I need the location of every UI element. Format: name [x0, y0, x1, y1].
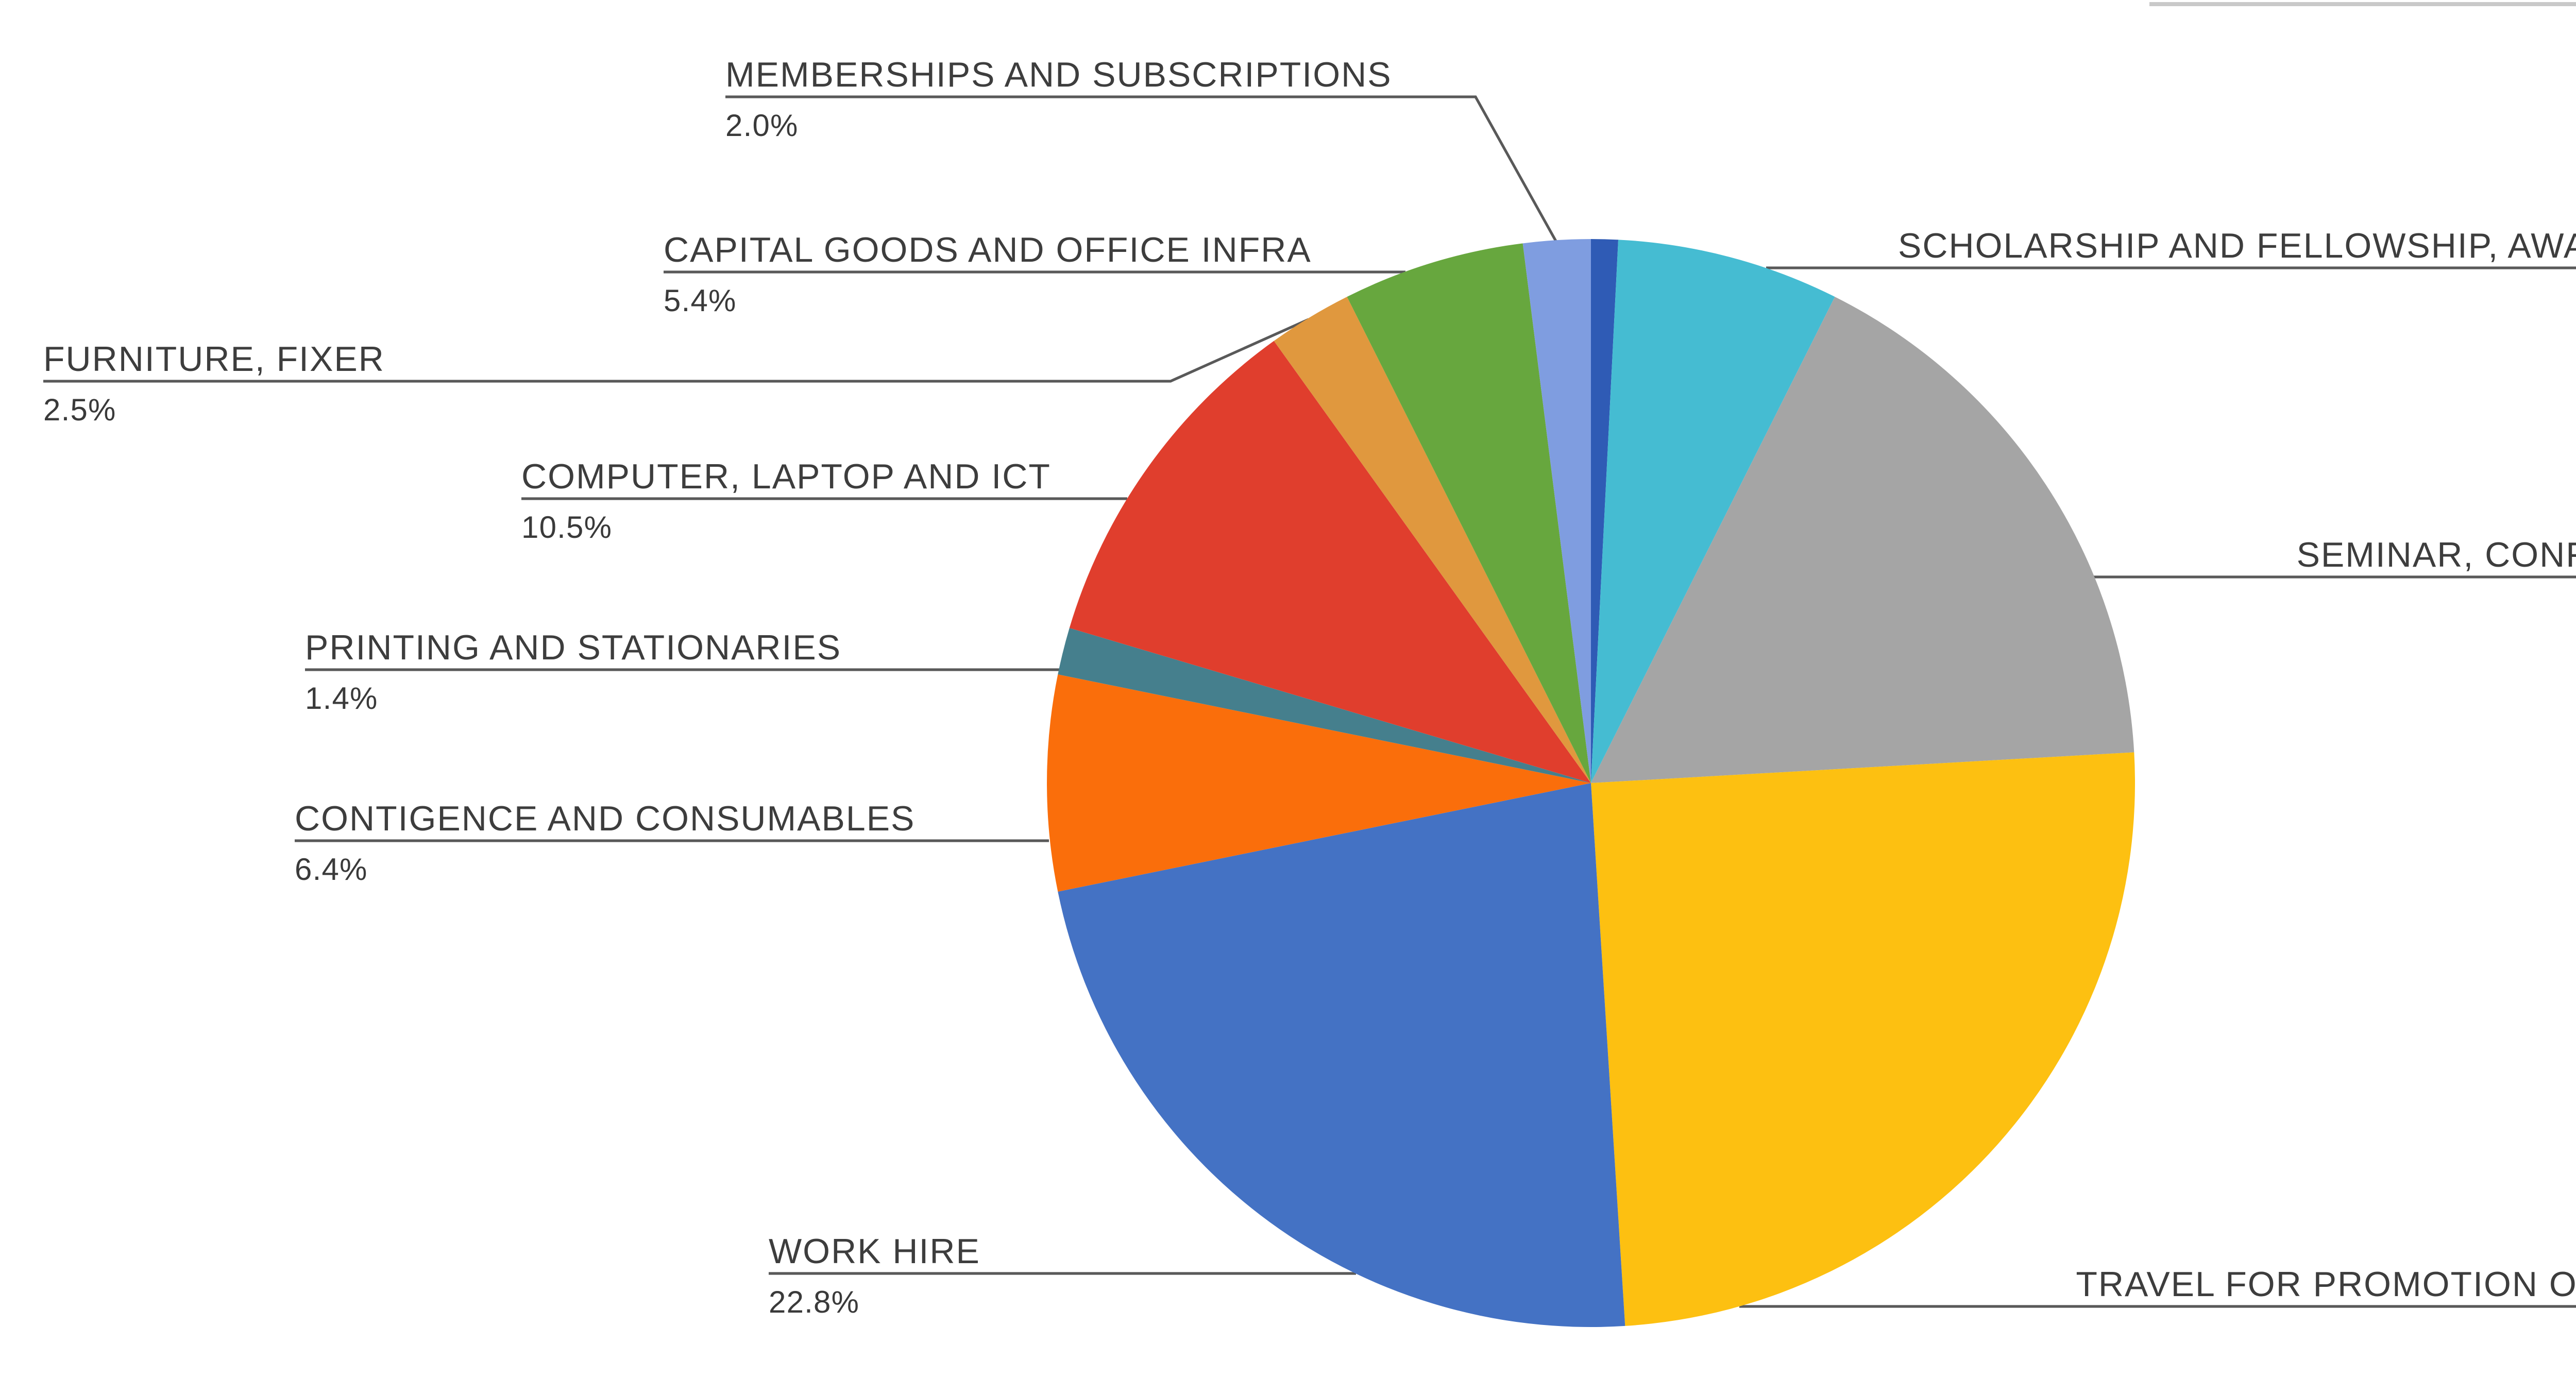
slice-percent: 6.4%	[295, 853, 368, 888]
slice-percent: 5.4%	[664, 284, 737, 319]
slice-percent: 22.8%	[769, 1286, 860, 1321]
slice-percent: 2.0%	[725, 109, 799, 144]
pie-slice-scholarship[interactable]	[1591, 240, 1835, 783]
slice-label-work-hire: WORK HIRE 22.8%	[769, 1232, 980, 1323]
pie-slice-computer[interactable]	[1069, 341, 1591, 783]
pie-slice-printing[interactable]	[1058, 628, 1591, 783]
slice-label-text: SCHOLARSHIP AND FELLOWSHIP, AWARDS, REWA…	[1898, 227, 2576, 266]
pie-slice-furniture[interactable]	[1274, 297, 1591, 783]
leader-line-memberships	[725, 95, 1557, 242]
slice-label-travel: TRAVEL FOR PROMOTION OF INTERNATIONAL RE…	[2076, 1265, 2576, 1356]
pie-slice-work-hire[interactable]	[1058, 783, 1625, 1328]
slice-label-text: CAPITAL GOODS AND OFFICE INFRA	[664, 231, 1312, 270]
slice-label-seminar: SEMINAR, CONFERENCE, EVENTS AND DELE... …	[2297, 536, 2576, 626]
pie-slices	[1047, 239, 2136, 1328]
slice-label-text: TRAVEL FOR PROMOTION OF INTERNATIONAL RE…	[2076, 1265, 2576, 1304]
slice-label-text: CONTIGENCE AND CONSUMABLES	[295, 800, 916, 839]
slice-percent: 10.5%	[521, 511, 613, 546]
slice-label-text: MEMBERSHIPS AND SUBSCRIPTIONS	[725, 56, 1392, 95]
slice-label-text: PRINTING AND STATIONARIES	[305, 628, 842, 668]
slice-label-computer: COMPUTER, LAPTOP AND ICT 10.5%	[521, 457, 1051, 548]
slice-percent: 16.7%	[2297, 589, 2576, 626]
pie-slice-memberships[interactable]	[1522, 239, 1591, 783]
top-border-line	[2149, 2, 2576, 5]
slice-label-capital-goods: CAPITAL GOODS AND OFFICE INFRA 5.4%	[664, 231, 1312, 321]
slice-label-contigence: CONTIGENCE AND CONSUMABLES 6.4%	[295, 800, 915, 890]
pie-slice-contigence[interactable]	[1047, 674, 1591, 892]
slice-label-furniture: FURNITURE, FIXER 2.5%	[43, 340, 385, 431]
slice-label-text: WORK HIRE	[769, 1232, 980, 1271]
slice-percent: 2.5%	[43, 394, 116, 429]
slice-percent: 24.9%	[2076, 1319, 2576, 1356]
slice-label-printing: PRINTING AND STATIONARIES 1.4%	[305, 628, 841, 719]
pie-slice-travel[interactable]	[1591, 752, 2136, 1326]
slice-label-scholarship: SCHOLARSHIP AND FELLOWSHIP, AWARDS, REWA…	[1898, 227, 2576, 317]
leader-line-furniture	[43, 318, 1310, 383]
slice-label-memberships: MEMBERSHIPS AND SUBSCRIPTIONS 2.0%	[725, 56, 1392, 146]
pie-slice-seminar[interactable]	[1591, 297, 2134, 783]
slice-percent: 1.4%	[305, 682, 378, 717]
slice-label-text: FURNITURE, FIXER	[43, 340, 385, 379]
pie-slice-capital-goods[interactable]	[1347, 243, 1591, 783]
slice-label-text: COMPUTER, LAPTOP AND ICT	[521, 457, 1051, 497]
pie-slice-unlabeled-sliver[interactable]	[1591, 239, 1619, 783]
slice-label-text: SEMINAR, CONFERENCE, EVENTS AND DELE...	[2296, 536, 2576, 575]
